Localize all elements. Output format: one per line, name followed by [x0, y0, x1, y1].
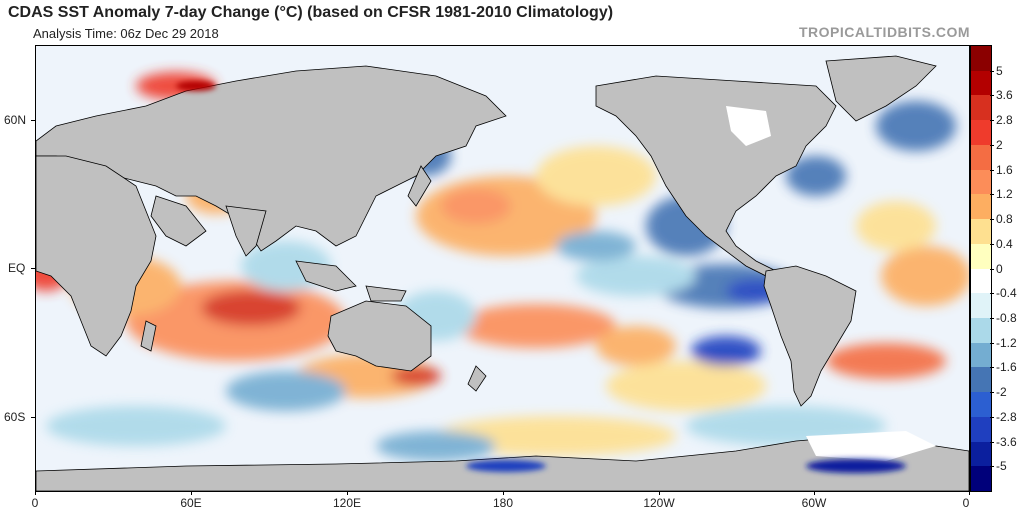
india — [225, 205, 267, 257]
colorbar-segment — [971, 268, 991, 294]
colorbar-label: -1.2 — [996, 335, 1017, 350]
colorbar-tick — [990, 317, 994, 319]
colorbar-segment — [971, 194, 991, 220]
colorbar-segment — [971, 317, 991, 343]
lat-label-60n: 60N — [4, 113, 27, 127]
lon-tick-120w — [659, 491, 660, 495]
colorbar-tick — [990, 367, 994, 369]
eurasia — [36, 65, 507, 252]
colorbar-tick — [990, 268, 994, 270]
colorbar-label: 0 — [996, 261, 1003, 276]
lon-label-120w: 120W — [643, 496, 675, 510]
colorbar-label: 0.4 — [996, 236, 1013, 251]
colorbar-segment — [971, 219, 991, 245]
colorbar-tick — [990, 169, 994, 171]
colorbar-segment — [971, 367, 991, 393]
colorbar-label: -3.6 — [996, 434, 1017, 449]
colorbar-segment — [971, 46, 991, 71]
new-guinea — [365, 285, 407, 302]
colorbar-label: 1.2 — [996, 187, 1013, 202]
colorbar-label: 2 — [996, 137, 1003, 152]
lon-label-0: 0 — [31, 496, 39, 510]
lon-label-60w: 60W — [801, 496, 827, 510]
colorbar-label: -1.6 — [996, 360, 1017, 375]
colorbar-tick — [990, 392, 994, 394]
colorbar-segment — [971, 466, 991, 492]
colorbar-segment — [971, 293, 991, 319]
north-america — [595, 75, 837, 277]
colorbar-segment — [971, 169, 991, 195]
colorbar-segment — [971, 392, 991, 418]
colorbar-segment — [971, 70, 991, 96]
lat-label-eq: EQ — [8, 261, 26, 275]
site-credit: TROPICALTIDBITS.COM — [798, 24, 970, 40]
colorbar-tick — [990, 95, 994, 97]
colorbar-label: -2.8 — [996, 409, 1017, 424]
lon-label-180: 180 — [492, 496, 514, 510]
antarctic-cold-anomalies — [176, 81, 906, 473]
colorbar-tick — [990, 342, 994, 344]
lon-tick-180 — [503, 491, 504, 495]
lon-tick-0-east — [969, 491, 970, 495]
lat-tick-60n — [31, 120, 35, 121]
lon-label-0-east: 0 — [962, 496, 970, 510]
colorbar-segment — [971, 441, 991, 467]
colorbar-tick — [990, 416, 994, 418]
colorbar-tick — [990, 466, 994, 468]
colorbar-tick — [990, 219, 994, 221]
sst-anomaly-map — [35, 45, 970, 492]
colorbar-label: 0.8 — [996, 212, 1013, 227]
australia — [327, 300, 432, 372]
new-zealand — [467, 365, 487, 392]
colorbar — [970, 45, 992, 492]
map-title: CDAS SST Anomaly 7-day Change (°C) (base… — [8, 4, 614, 21]
colorbar-segment — [971, 243, 991, 269]
greenland — [825, 55, 937, 122]
colorbar-label: -0.8 — [996, 310, 1017, 325]
lon-label-120e: 120E — [332, 496, 362, 510]
colorbar-label: 5 — [996, 63, 1003, 78]
africa — [36, 155, 157, 357]
colorbar-segment — [971, 144, 991, 170]
analysis-time: Analysis Time: 06z Dec 29 2018 — [33, 26, 219, 41]
lat-label-60s: 60S — [4, 410, 26, 424]
lat-tick-60s — [31, 417, 35, 418]
colorbar-label: 2.8 — [996, 113, 1013, 128]
colorbar-segment — [971, 342, 991, 368]
lon-tick-60w — [814, 491, 815, 495]
arabia — [150, 195, 207, 247]
colorbar-tick — [990, 144, 994, 146]
south-america — [763, 265, 857, 407]
colorbar-tick — [990, 70, 994, 72]
colorbar-tick — [990, 441, 994, 443]
lon-label-60e: 60E — [180, 496, 202, 510]
madagascar — [140, 320, 157, 352]
colorbar-label: -0.4 — [996, 286, 1017, 301]
colorbar-label: -5 — [996, 459, 1007, 474]
lat-tick-eq — [31, 268, 35, 269]
colorbar-segment — [971, 416, 991, 442]
lon-tick-120e — [347, 491, 348, 495]
colorbar-tick — [990, 120, 994, 122]
maritime-continent — [295, 260, 357, 292]
sea-ice-no-data — [726, 106, 936, 461]
colorbar-label: 3.6 — [996, 88, 1013, 103]
colorbar-tick — [990, 293, 994, 295]
colorbar-tick — [990, 194, 994, 196]
colorbar-segment — [971, 120, 991, 146]
colorbar-tick — [990, 243, 994, 245]
colorbar-segment — [971, 95, 991, 121]
japan — [407, 165, 432, 207]
colorbar-label: 1.6 — [996, 162, 1013, 177]
lon-tick-60e — [191, 491, 192, 495]
colorbar-label: -2 — [996, 385, 1007, 400]
sst-anomaly-field — [36, 72, 969, 461]
lon-tick-0 — [35, 491, 36, 495]
